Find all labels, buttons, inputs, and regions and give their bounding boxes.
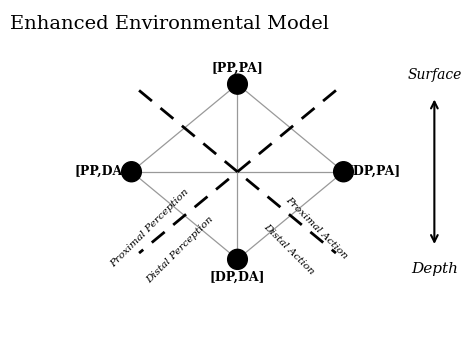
Text: [PP,DA]: [PP,DA] (74, 165, 128, 178)
Text: Proximal Action: Proximal Action (284, 195, 349, 261)
Text: Distal Action: Distal Action (262, 222, 316, 276)
Ellipse shape (122, 162, 142, 182)
Text: [PP,PA]: [PP,PA] (211, 61, 264, 74)
Text: [DP,PA]: [DP,PA] (347, 165, 400, 178)
Text: Depth: Depth (411, 262, 458, 276)
Text: Distal Perception: Distal Perception (145, 214, 215, 284)
Text: Proximal Perception: Proximal Perception (109, 187, 190, 269)
Ellipse shape (228, 249, 247, 269)
Text: Surface: Surface (407, 68, 462, 82)
Ellipse shape (228, 74, 247, 94)
Ellipse shape (333, 162, 353, 182)
Text: [DP,DA]: [DP,DA] (210, 270, 265, 283)
Text: Enhanced Environmental Model: Enhanced Environmental Model (10, 15, 329, 33)
